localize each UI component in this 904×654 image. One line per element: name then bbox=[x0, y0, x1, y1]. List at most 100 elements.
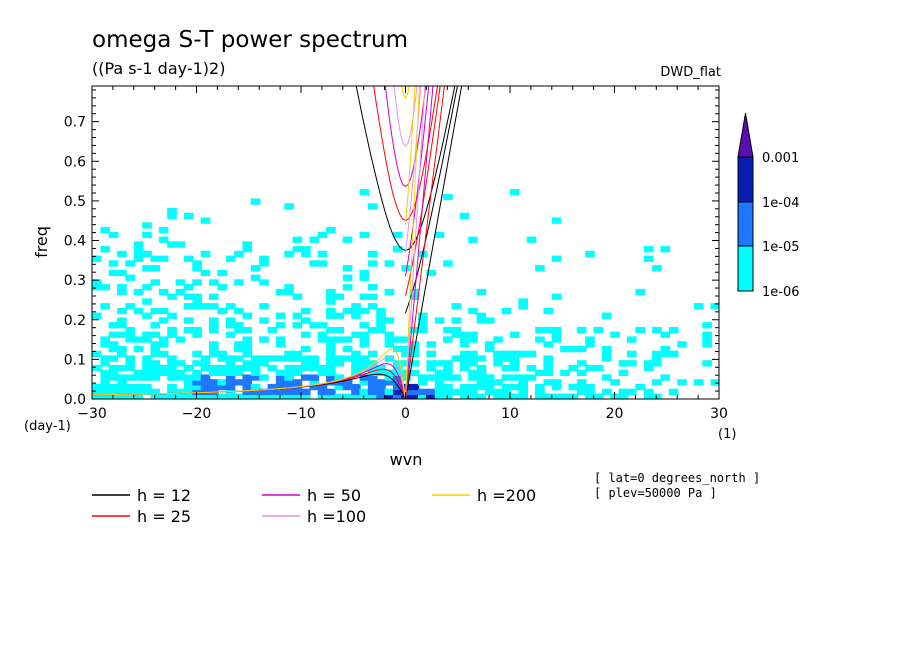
contour-cell bbox=[242, 246, 253, 253]
contour-cell bbox=[585, 250, 595, 258]
contour-cell bbox=[384, 331, 395, 338]
contour-cell bbox=[192, 326, 202, 334]
contour-cell bbox=[326, 369, 336, 376]
contour-cell bbox=[334, 374, 344, 381]
colorbar-label: 0.001 bbox=[762, 151, 799, 166]
contour-cell bbox=[209, 379, 219, 386]
contour-cell bbox=[192, 279, 202, 286]
contour-cell bbox=[384, 317, 395, 324]
contour-cell bbox=[443, 260, 453, 267]
contour-cell bbox=[92, 393, 102, 399]
contour-cell bbox=[518, 393, 528, 399]
contour-cell bbox=[158, 369, 169, 376]
contour-cell bbox=[275, 369, 286, 376]
contour-cell bbox=[668, 326, 679, 334]
contour-cell bbox=[393, 393, 403, 399]
contour-cell bbox=[602, 350, 612, 357]
contour-cell bbox=[384, 393, 395, 399]
rossby-curve-200 bbox=[92, 348, 406, 399]
contour-cell bbox=[409, 383, 420, 391]
legend: h = 12 h = 25 h = 50 h =100 h =200 bbox=[92, 486, 536, 526]
contour-cell bbox=[184, 317, 194, 324]
contour-cell bbox=[652, 360, 662, 367]
contour-cell bbox=[468, 331, 478, 338]
contour-cell bbox=[192, 369, 202, 376]
y-axis-label: freq bbox=[32, 226, 51, 258]
contour-cell bbox=[125, 331, 135, 338]
contour-cell bbox=[459, 383, 470, 391]
contour-cell bbox=[142, 284, 152, 291]
contour-cell bbox=[376, 369, 386, 376]
contour-cell bbox=[234, 341, 244, 348]
contour-cell bbox=[167, 388, 177, 395]
contour-cell bbox=[167, 374, 177, 381]
contour-cell bbox=[434, 379, 445, 386]
contour-cell bbox=[92, 255, 102, 262]
contour-cell bbox=[225, 331, 236, 338]
contour-cell bbox=[125, 374, 135, 381]
contour-cell bbox=[309, 260, 319, 267]
contour-cell bbox=[510, 189, 520, 196]
contour-cell bbox=[367, 388, 378, 395]
contour-cell bbox=[376, 322, 386, 329]
contour-cell bbox=[309, 355, 319, 362]
contour-cell bbox=[568, 383, 579, 391]
contour-cell bbox=[434, 388, 445, 395]
colorbar-segment bbox=[737, 201, 754, 248]
contour-cell bbox=[376, 364, 386, 372]
contour-cell bbox=[568, 393, 579, 399]
contour-cell bbox=[326, 288, 336, 296]
contour-cell bbox=[367, 203, 378, 210]
contour-cell bbox=[234, 322, 244, 329]
contour-cell bbox=[359, 189, 370, 196]
contour-cell bbox=[225, 393, 236, 399]
contour-cell bbox=[217, 379, 227, 386]
contour-cell bbox=[200, 364, 211, 372]
contour-cell bbox=[234, 355, 244, 362]
contour-cell bbox=[326, 364, 336, 372]
contour-cell bbox=[409, 360, 420, 367]
contour-cell bbox=[418, 379, 428, 386]
contour-cell bbox=[292, 236, 303, 243]
contour-cell bbox=[468, 236, 478, 243]
contour-cell bbox=[184, 393, 194, 399]
contour-cell bbox=[660, 345, 671, 353]
contour-cell bbox=[275, 393, 286, 399]
contour-cell bbox=[284, 203, 294, 210]
contour-cell bbox=[576, 388, 587, 395]
contour-cell bbox=[200, 383, 211, 391]
contour-cell bbox=[167, 212, 177, 220]
contour-cell bbox=[710, 379, 719, 386]
contour-cell bbox=[376, 312, 386, 319]
contour-cell bbox=[459, 212, 470, 220]
contour-cell bbox=[334, 393, 344, 399]
contour-cell bbox=[618, 360, 629, 367]
contour-cell bbox=[192, 303, 202, 310]
contour-cell bbox=[142, 360, 152, 367]
contour-cell bbox=[100, 284, 110, 291]
x-tick-label: 20 bbox=[606, 406, 624, 422]
contour-cell bbox=[125, 364, 135, 372]
contour-cell bbox=[334, 360, 344, 367]
contour-cell bbox=[150, 255, 161, 262]
contour-cell bbox=[225, 322, 236, 329]
contour-cell bbox=[309, 383, 319, 391]
contour-cell bbox=[275, 288, 286, 296]
y-tick-label: 0.2 bbox=[64, 313, 86, 329]
contour-cell bbox=[100, 393, 110, 399]
x-tick-label: −20 bbox=[182, 406, 212, 422]
contour-cell bbox=[342, 336, 353, 343]
contour-cell bbox=[209, 383, 219, 391]
contour-cell bbox=[484, 341, 495, 348]
contour-cell bbox=[150, 393, 161, 399]
contour-cell bbox=[359, 360, 370, 367]
contour-cell bbox=[627, 336, 637, 343]
contour-cell bbox=[292, 393, 303, 399]
contour-cell bbox=[535, 393, 545, 399]
contour-cell bbox=[393, 246, 403, 253]
contour-cell bbox=[225, 317, 236, 324]
contour-cell bbox=[225, 303, 236, 310]
contour-cell bbox=[326, 307, 336, 315]
contour-cell bbox=[585, 383, 595, 391]
colorbar: 0.001 1e-04 1e-05 1e-06 bbox=[737, 112, 800, 300]
